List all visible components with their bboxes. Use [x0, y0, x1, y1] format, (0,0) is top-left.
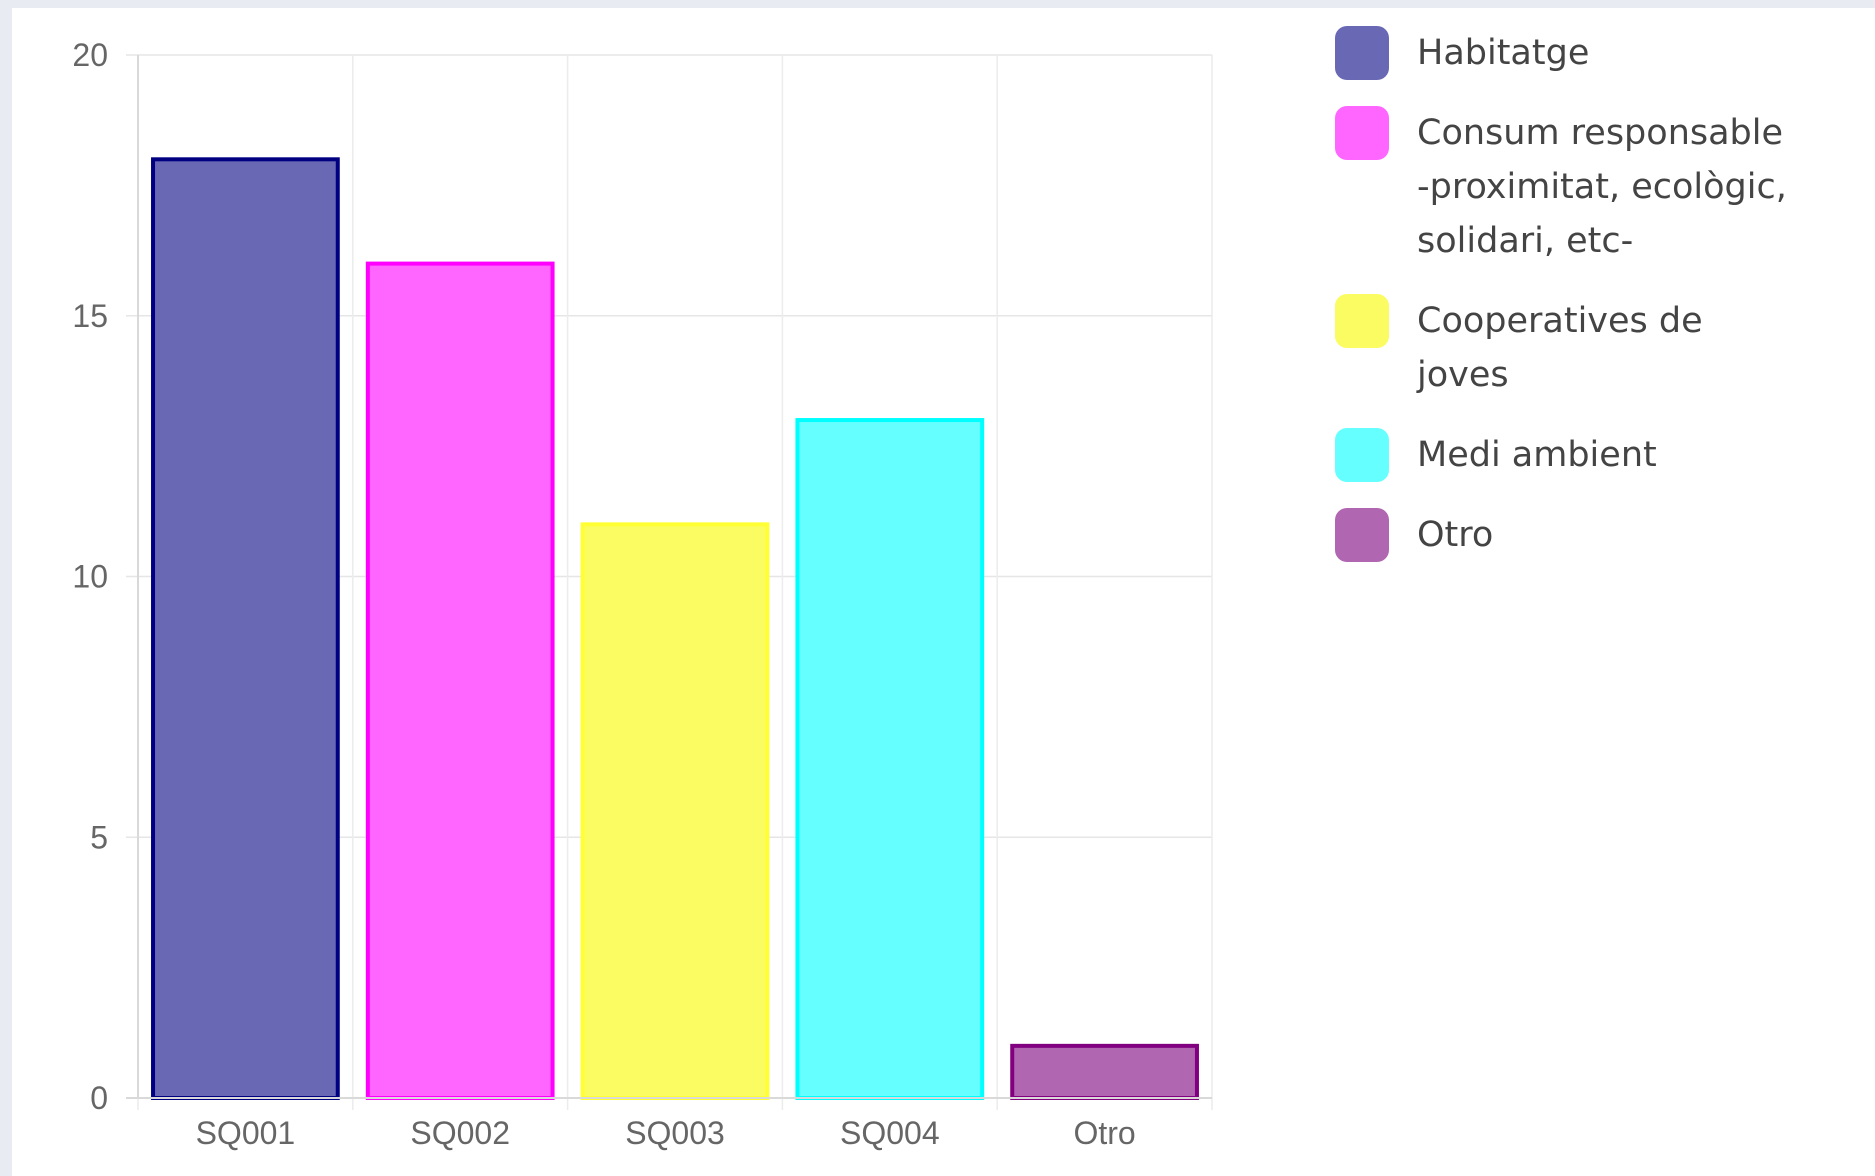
legend-item[interactable]: Consum responsable -proximitat, ecològic… — [1335, 106, 1855, 268]
x-tick-label: SQ002 — [410, 1115, 510, 1151]
bar-sq001 — [151, 157, 340, 1101]
legend-item[interactable]: Habitatge — [1335, 26, 1855, 80]
bar-sq002 — [365, 261, 555, 1101]
y-tick-labels: 0 5 10 15 20 — [72, 37, 108, 1116]
bars — [151, 157, 1199, 1101]
axes — [126, 55, 1212, 1099]
legend-item[interactable]: Cooperatives de joves — [1335, 294, 1855, 402]
x-tick-label: SQ004 — [840, 1115, 940, 1151]
chart-canvas: 0 5 10 15 20 SQ001 SQ002 SQ003 SQ004 Otro Habita… — [12, 8, 1875, 1176]
bar-otro — [1010, 1043, 1199, 1100]
legend-swatch — [1335, 508, 1389, 562]
y-tick-label: 15 — [72, 298, 108, 334]
y-tick-label: 20 — [72, 37, 108, 73]
legend-label: Habitatge — [1417, 33, 1590, 73]
x-tick-label: SQ001 — [196, 1115, 296, 1151]
legend-swatch — [1335, 428, 1389, 482]
legend-swatch — [1335, 26, 1389, 80]
x-tick-label: Otro — [1073, 1115, 1135, 1151]
legend-item[interactable]: Otro — [1335, 508, 1855, 562]
y-tick-label: 0 — [90, 1080, 108, 1116]
bar-chart: 0 5 10 15 20 SQ001 SQ002 SQ003 SQ004 Otro — [72, 37, 1213, 1151]
legend-item[interactable]: Medi ambient — [1335, 428, 1855, 482]
x-tick-label: SQ003 — [625, 1115, 725, 1151]
x-tick-labels: SQ001 SQ002 SQ003 SQ004 Otro — [196, 1115, 1136, 1151]
legend-swatch — [1335, 106, 1389, 160]
legend-label: Consum responsable -proximitat, ecològic… — [1417, 113, 1787, 261]
legend-swatch — [1335, 294, 1389, 348]
legend-label: Cooperatives de joves — [1417, 301, 1703, 395]
bar-sq003 — [580, 522, 770, 1100]
legend-label: Medi ambient — [1417, 435, 1657, 475]
legend: Habitatge Consum responsable -proximitat,… — [1335, 26, 1855, 588]
y-tick-label: 10 — [72, 559, 108, 595]
y-tick-label: 5 — [90, 819, 108, 855]
bar-sq004 — [795, 418, 985, 1100]
legend-label: Otro — [1417, 515, 1494, 555]
